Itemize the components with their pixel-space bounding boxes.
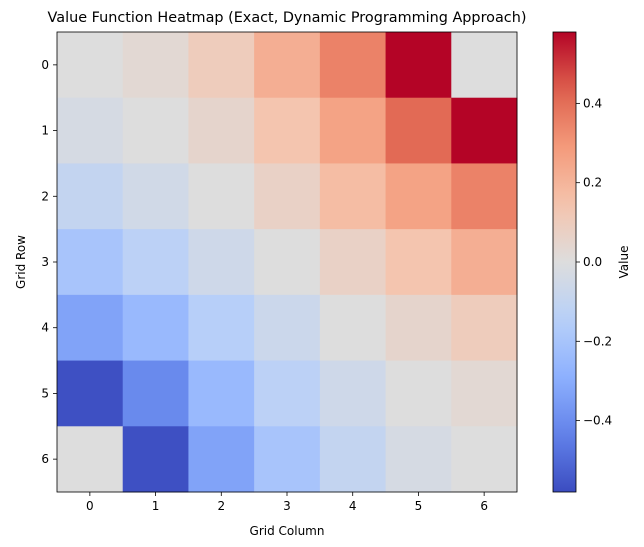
y-tick-label: 6 <box>41 452 49 466</box>
heatmap-cell <box>254 229 321 296</box>
heatmap-cell <box>188 426 255 493</box>
heatmap-cell <box>122 426 189 493</box>
heatmap-cell <box>122 32 189 99</box>
y-tick-label: 3 <box>41 255 49 269</box>
heatmap-cell <box>451 163 518 230</box>
heatmap-cell <box>188 163 255 230</box>
colorbar-ticks: 0.4 0.2 0.0 −0.2 −0.4 <box>576 96 612 428</box>
heatmap-cell <box>385 32 452 99</box>
heatmap-cell <box>451 294 518 362</box>
heatmap-cell <box>122 360 189 427</box>
y-axis-ticks: 0 1 2 3 4 5 6 <box>41 58 57 466</box>
heatmap-cell <box>319 97 387 164</box>
y-tick-label: 5 <box>41 386 49 400</box>
heatmap-cell <box>385 229 452 296</box>
colorbar-tick-label: −0.2 <box>583 334 612 348</box>
heatmap-cells <box>57 32 518 493</box>
heatmap-cell <box>385 294 452 362</box>
heatmap-cell <box>57 426 124 493</box>
heatmap-cell <box>385 97 452 164</box>
heatmap-cell <box>57 163 124 230</box>
heatmap-cell <box>57 360 124 427</box>
heatmap-cell <box>254 97 321 164</box>
heatmap-cell <box>254 294 321 362</box>
colorbar-tick-label: 0.0 <box>583 255 602 269</box>
colorbar <box>552 31 577 493</box>
heatmap-cell <box>188 32 255 99</box>
x-tick-label: 5 <box>415 499 423 513</box>
heatmap-cell <box>319 229 387 296</box>
y-tick-label: 1 <box>41 124 49 138</box>
heatmap-cell <box>319 163 387 230</box>
heatmap-cell <box>122 294 189 362</box>
heatmap-cell <box>319 426 387 493</box>
heatmap-cell <box>385 163 452 230</box>
heatmap-cell <box>57 229 124 296</box>
heatmap-cell <box>122 229 189 296</box>
colorbar-tick-label: 0.2 <box>583 176 602 190</box>
heatmap-cell <box>188 294 255 362</box>
heatmap-cell <box>319 360 387 427</box>
heatmap-cell <box>451 229 518 296</box>
heatmap-cell <box>254 426 321 493</box>
colorbar-tick-label: −0.4 <box>583 414 612 428</box>
heatmap-cell <box>57 294 124 362</box>
x-tick-label: 0 <box>86 499 94 513</box>
heatmap-cell <box>122 97 189 164</box>
x-axis-label: Grid Column <box>250 524 325 538</box>
x-tick-label: 4 <box>349 499 357 513</box>
colorbar-label: Value <box>617 246 631 279</box>
heatmap-cell <box>254 32 321 99</box>
heatmap-cell <box>385 360 452 427</box>
colorbar-tick-label: 0.4 <box>583 96 602 110</box>
heatmap-cell <box>319 32 387 99</box>
y-tick-label: 2 <box>41 189 49 203</box>
heatmap-cell <box>451 360 518 427</box>
heatmap-cell <box>122 163 189 230</box>
y-tick-label: 0 <box>41 58 49 72</box>
chart-title: Value Function Heatmap (Exact, Dynamic P… <box>48 10 527 26</box>
heatmap-cell <box>188 229 255 296</box>
heatmap-cell <box>451 32 518 99</box>
x-tick-label: 2 <box>217 499 225 513</box>
x-axis-ticks: 0 1 2 3 4 5 6 <box>86 492 488 513</box>
heatmap-cell <box>57 97 124 164</box>
heatmap-cell <box>188 360 255 427</box>
heatmap-cell <box>254 360 321 427</box>
heatmap-cell <box>188 97 255 164</box>
heatmap-cell <box>319 294 387 362</box>
heatmap-cell <box>254 163 321 230</box>
x-tick-label: 6 <box>480 499 488 513</box>
x-tick-label: 3 <box>283 499 291 513</box>
heatmap-cell <box>451 97 518 164</box>
y-axis-label: Grid Row <box>14 235 28 289</box>
heatmap-cell <box>451 426 518 493</box>
y-tick-label: 4 <box>41 321 49 335</box>
x-tick-label: 1 <box>152 499 160 513</box>
heatmap-cell <box>57 32 124 99</box>
heatmap-cell <box>385 426 452 493</box>
